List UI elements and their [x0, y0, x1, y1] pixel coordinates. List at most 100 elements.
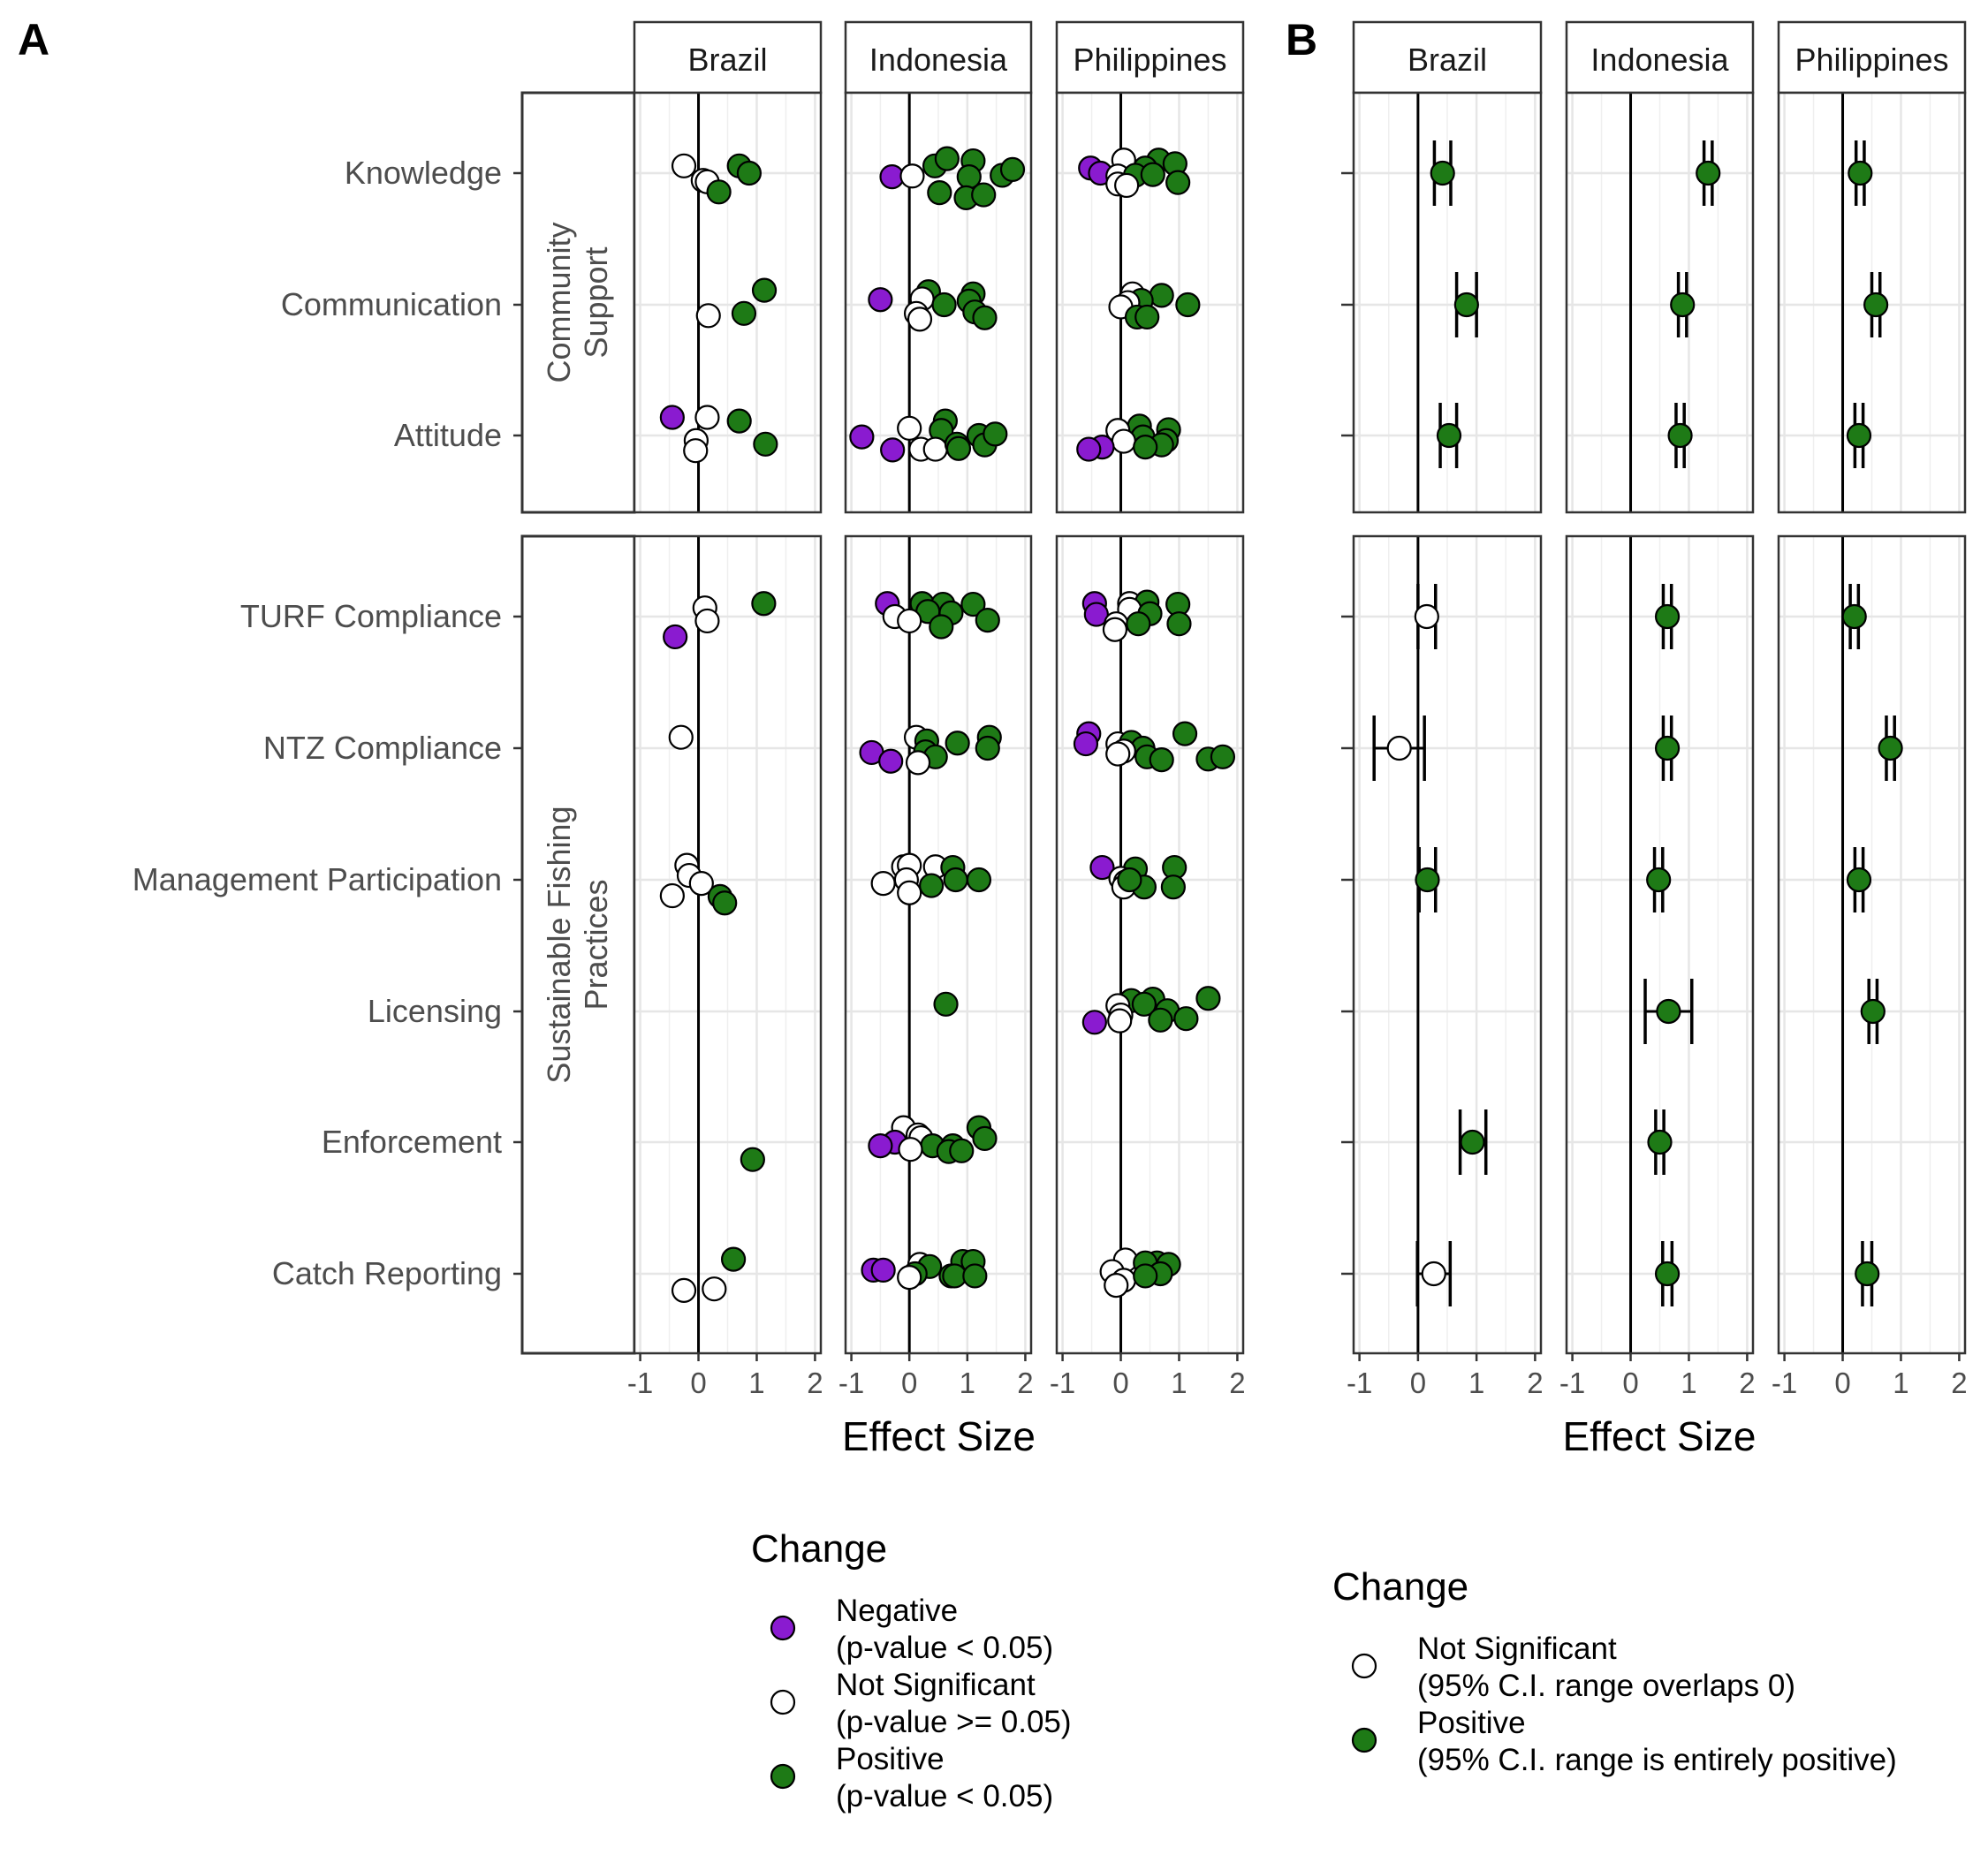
panel-a-brazil-tick-label: 2 [807, 1367, 823, 1399]
panel-a-x-axis-title: Effect Size [842, 1413, 1036, 1459]
point-not-significant-ntz-compliance [668, 724, 694, 750]
legend-b-key-not-significant [1351, 1653, 1377, 1679]
estimate-ntz-compliance [1654, 716, 1681, 781]
legend-a-title: Change [751, 1527, 887, 1571]
legend-b-label: Not Significant [1417, 1632, 1617, 1666]
point-positive-communication [751, 277, 778, 303]
point-estimate-positive [1670, 292, 1696, 318]
panel-b-label: B [1286, 15, 1317, 64]
point-positive-catch-reporting [962, 1263, 988, 1289]
point-negative-enforcement [868, 1132, 893, 1159]
point-positive-turf-compliance [960, 591, 986, 617]
panel-b-indonesia-sustainable-fishing-practices-panel [1567, 536, 1753, 1353]
point-positive-communication [1149, 283, 1174, 308]
point-estimate-positive [1460, 1129, 1485, 1155]
panel-a-indonesia-tick-label: 1 [960, 1367, 975, 1399]
point-positive-communication [1134, 304, 1160, 330]
panel-b-philippines-panel-border [1777, 91, 1967, 514]
point-positive-knowledge [971, 182, 997, 208]
panel-b-brazil-panel-border [1352, 91, 1543, 514]
point-estimate-positive [1841, 603, 1867, 630]
point-positive-licensing [1148, 1007, 1173, 1033]
panel-a-philippines-panel-border [1055, 91, 1245, 514]
panel-b-philippines-tick-label: 0 [1834, 1367, 1850, 1399]
point-positive-catch-reporting [1133, 1263, 1158, 1289]
point-estimate-positive [1646, 867, 1672, 893]
point-negative-turf-compliance [663, 624, 688, 650]
panel-b-indonesia-strip [1565, 20, 1755, 95]
panel-b-indonesia-tick-label: 1 [1681, 1367, 1696, 1399]
point-not-significant-enforcement [898, 1137, 923, 1162]
estimate-ntz-compliance [1372, 716, 1426, 781]
panel-a-indonesia-strip-label: Indonesia [869, 42, 1008, 78]
point-positive-communication [1175, 292, 1201, 318]
legend-a-sublabel: (p-value < 0.05) [836, 1631, 1053, 1665]
point-positive-management-participation [919, 873, 945, 898]
panel-b-brazil-strip-label: Brazil [1408, 42, 1487, 78]
estimate-management-participation [1415, 847, 1440, 912]
panel-a-brazil-tick-label: -1 [627, 1367, 653, 1399]
group-label-sustainable-fishing-practices: Sustainable FishingPractices [520, 534, 636, 1355]
panel-a-brazil-tick-label: 1 [748, 1367, 764, 1399]
estimate-licensing [1643, 979, 1694, 1044]
estimate-turf-compliance [1414, 584, 1439, 649]
estimate-management-participation [1846, 847, 1872, 912]
point-positive-communication [731, 300, 757, 326]
panel-a-indonesia-sustainable-fishing-practices-panel [846, 536, 1031, 1353]
point-not-significant-catch-reporting [897, 1264, 922, 1291]
point-negative-turf-compliance [1083, 602, 1109, 627]
legend-a-key-negative [770, 1615, 796, 1641]
panel-a-brazil-sustainable-fishing-practices-panel [634, 536, 821, 1353]
point-not-significant-licensing [1107, 1008, 1133, 1034]
point-positive-attitude [1133, 435, 1158, 460]
point-positive-ntz-compliance [1149, 747, 1174, 773]
point-not-significant-communication [907, 307, 933, 332]
point-not-significant-communication [695, 303, 721, 329]
panel-b-philippines-strip-label: Philippines [1795, 42, 1948, 78]
legend-b-label: Positive [1417, 1706, 1526, 1740]
point-positive-ntz-compliance [945, 731, 970, 756]
panel-b-brazil-tick-label: 1 [1468, 1367, 1484, 1399]
point-not-significant-knowledge [1114, 172, 1140, 199]
panel-b-philippines-strip [1777, 20, 1967, 95]
row-label-a-catch-reporting: Catch Reporting [272, 1255, 502, 1291]
point-positive-knowledge [736, 160, 762, 186]
estimate-knowledge [1848, 140, 1873, 206]
panel-a-philippines-tick-label: 2 [1229, 1367, 1245, 1399]
panel-b-brazil-tick-label: -1 [1347, 1367, 1372, 1399]
panel-b-indonesia-panel-border [1565, 534, 1755, 1355]
estimate-management-participation [1646, 847, 1672, 912]
point-estimate-positive [1415, 867, 1440, 893]
point-negative-catch-reporting [870, 1257, 896, 1283]
point-positive-management-participation [943, 867, 968, 893]
point-estimate-not-significant [1414, 603, 1439, 630]
legend-a-label: Positive [836, 1742, 945, 1776]
point-estimate-positive [1436, 422, 1462, 449]
point-positive-knowledge [927, 180, 952, 206]
point-negative-licensing [1081, 1010, 1107, 1035]
panel-a-philippines-tick-label: 0 [1112, 1367, 1128, 1399]
point-positive-management-participation [712, 890, 738, 916]
point-estimate-positive [1430, 160, 1455, 186]
point-positive-knowledge [706, 179, 732, 205]
group-label-line: Support [578, 246, 614, 358]
point-positive-enforcement [949, 1138, 975, 1163]
point-not-significant-attitude [897, 415, 922, 441]
group-label-line: Sustainable Fishing [541, 806, 577, 1083]
panel-b-philippines-panel-border [1777, 534, 1967, 1355]
chart-layer: CommunitySupport Sustainable FishingPract… [133, 20, 1968, 1813]
point-positive-enforcement [972, 1125, 998, 1152]
point-not-significant-catch-reporting [1104, 1273, 1129, 1298]
panel-b-indonesia-panel-border [1565, 91, 1755, 514]
point-estimate-positive [1654, 1261, 1681, 1287]
point-positive-management-participation [1117, 867, 1142, 893]
group-label-line: Community [541, 222, 577, 382]
point-not-significant-management-participation [688, 870, 714, 897]
group-label-text: Sustainable FishingPractices [541, 806, 614, 1083]
estimate-turf-compliance [1841, 584, 1867, 649]
row-label-a-turf-compliance: TURF Compliance [240, 598, 502, 634]
panel-a-indonesia-panel-border [844, 534, 1033, 1355]
panel-a-label: A [18, 15, 49, 64]
point-positive-knowledge [1165, 170, 1191, 195]
panel-a-indonesia-tick-label: 2 [1017, 1367, 1033, 1399]
